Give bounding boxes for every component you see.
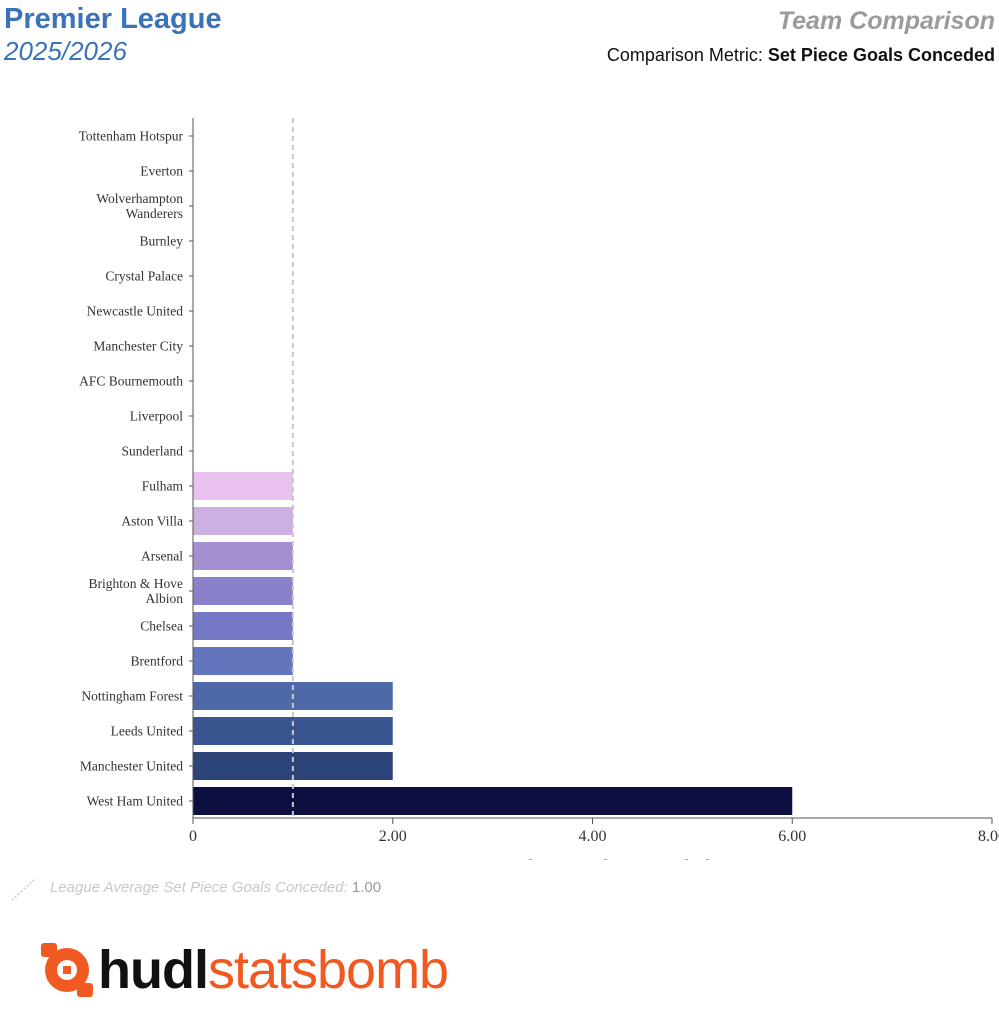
bar-chart: Tottenham Hotspur Everton Wolverhampton Wan… <box>79 118 999 860</box>
x-tick-label: 4.00 <box>579 828 607 845</box>
category-label-line: Wolverhampton <box>96 191 183 206</box>
category-label: Arsenal <box>141 549 183 564</box>
dotted-line-icon <box>11 877 37 901</box>
metric-value: Set Piece Goals Conceded <box>767 45 995 65</box>
x-axis-label: Set Piece Goals Conceded <box>483 857 710 860</box>
bar <box>193 787 793 815</box>
league-name: Premier League <box>4 3 222 35</box>
bar <box>193 542 293 570</box>
category-label: Tottenham Hotspur <box>79 129 184 144</box>
logo-statsbomb: statsbomb <box>207 940 449 1000</box>
x-tick-label: 0 <box>189 828 197 845</box>
category-label-line: Brighton & Hove <box>89 576 184 591</box>
category-label-line: Albion <box>145 591 183 606</box>
category-label: Brighton & Hove Albion <box>89 576 184 606</box>
category-label: Leeds United <box>111 724 184 739</box>
category-label: Newcastle United <box>87 304 184 319</box>
season: 2025/2026 <box>4 36 127 66</box>
bar <box>193 647 293 675</box>
category-label: Brentford <box>131 654 184 669</box>
x-tick-label: 6.00 <box>778 828 806 845</box>
comparison-metric: Comparison Metric: Set Piece Goals Conce… <box>607 44 995 66</box>
category-label: Liverpool <box>130 409 183 424</box>
bar <box>193 612 293 640</box>
category-label: Everton <box>140 164 183 179</box>
category-label: Crystal Palace <box>105 269 183 284</box>
category-label: Manchester United <box>80 759 183 774</box>
logo-wordmark: hudlstatsbomb <box>98 938 449 1002</box>
metric-label: Comparison Metric: <box>606 45 763 65</box>
x-tick-label: 2.00 <box>379 828 407 845</box>
category-label: West Ham United <box>87 794 184 809</box>
category-label: Burnley <box>140 234 184 249</box>
category-label: AFC Bournemouth <box>79 374 183 389</box>
league-average-label: League Average Set Piece Goals Conceded: <box>50 879 348 896</box>
category-label: Nottingham Forest <box>81 689 183 704</box>
league-average-value: 1.00 <box>351 879 382 896</box>
category-label: Fulham <box>142 479 184 494</box>
bar <box>193 472 293 500</box>
league-average-note: League Average Set Piece Goals Conceded:… <box>50 879 381 896</box>
bar <box>193 507 293 535</box>
x-tick-label: 8.00 <box>978 828 999 845</box>
category-label: Aston Villa <box>121 514 183 529</box>
category-label: Sunderland <box>122 444 184 459</box>
category-label: Manchester City <box>93 339 183 354</box>
statsbomb-logo-icon <box>41 943 93 997</box>
category-label: Wolverhampton Wanderers <box>96 191 183 221</box>
bar <box>193 577 293 605</box>
category-label: Chelsea <box>140 619 183 634</box>
category-label-line: Wanderers <box>126 206 183 221</box>
hudl-statsbomb-logo: hudlstatsbomb <box>36 938 449 1002</box>
logo-hudl: hudl <box>98 940 209 1000</box>
page-title: Team Comparison <box>777 7 995 35</box>
